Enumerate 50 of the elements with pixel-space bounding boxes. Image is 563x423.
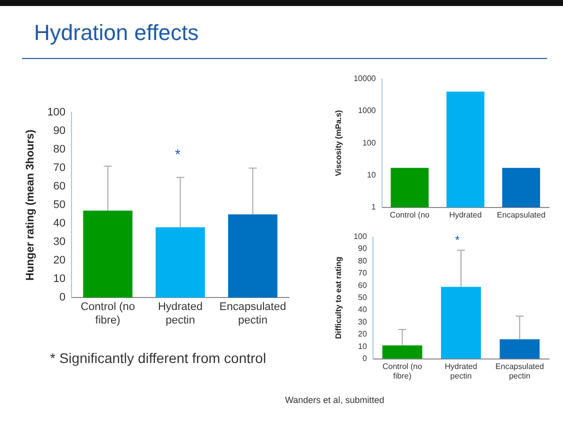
y-tick-label: 1: [371, 202, 376, 212]
bar: [156, 227, 205, 298]
y-tick-label: 30: [53, 236, 66, 248]
y-tick-label: 10: [366, 170, 376, 180]
bar: [382, 345, 422, 359]
y-tick-label: 70: [358, 268, 368, 278]
annotation: *: [175, 146, 180, 162]
y-tick-label: 10: [358, 342, 368, 351]
y-tick-label: 100: [47, 106, 66, 119]
y-tick-label: 100: [362, 138, 376, 148]
y-tick-label: 50: [358, 293, 368, 302]
text: * Significantly different from control: [50, 350, 266, 366]
y-axis-title: Hunger rating (mean 3hours): [24, 129, 37, 281]
bar: [228, 214, 278, 298]
y-tick-label: 0: [362, 354, 368, 364]
y-tick-label: 20: [358, 330, 368, 339]
y-tick-label: 80: [358, 256, 368, 266]
y-tick-label: 100: [354, 232, 368, 242]
x-tick-label: Hydrated: [449, 210, 482, 220]
bar: [441, 286, 481, 359]
chart-title: Hydration effects: [34, 20, 199, 46]
annotation: *: [455, 233, 460, 247]
y-tick-label: 50: [53, 199, 66, 212]
x-tick-label: Encapsulated pectin: [219, 301, 286, 326]
x-tick-label: Control (no fibre): [382, 362, 423, 380]
y-axis-title: Viscosity (mPa.s): [334, 110, 344, 176]
y-tick-label: 80: [53, 144, 66, 156]
y-tick-label: 90: [53, 125, 66, 138]
y-tick-label: 90: [358, 244, 368, 254]
y-tick-label: 70: [53, 162, 66, 174]
x-tick-label: Control (no: [390, 210, 430, 220]
bar: [83, 210, 132, 298]
y-tick-label: 0: [59, 292, 66, 304]
y-axis-title: Difficulty to eat rating: [334, 256, 344, 339]
x-tick-label: Hydrated pectin: [444, 362, 478, 380]
y-tick-label: 20: [53, 254, 66, 267]
y-tick-label: 60: [358, 280, 368, 290]
y-tick-label: 1000: [358, 106, 376, 116]
x-tick-label: Encapsulated: [496, 210, 546, 220]
y-tick-label: 10000: [354, 74, 376, 84]
y-tick-label: 40: [358, 305, 368, 314]
x-tick-label: Hydrated pectin: [158, 301, 203, 326]
y-tick-label: 40: [53, 218, 66, 230]
y-tick-label: 30: [358, 317, 368, 326]
bar: [500, 339, 540, 359]
y-tick-label: 60: [53, 180, 66, 193]
x-tick-label: Encapsulated pectin: [495, 362, 544, 380]
y-tick-label: 10: [53, 273, 66, 286]
x-tick-label: Control (no fibre): [80, 301, 136, 326]
text: Wanders et al, submitted: [285, 395, 384, 405]
